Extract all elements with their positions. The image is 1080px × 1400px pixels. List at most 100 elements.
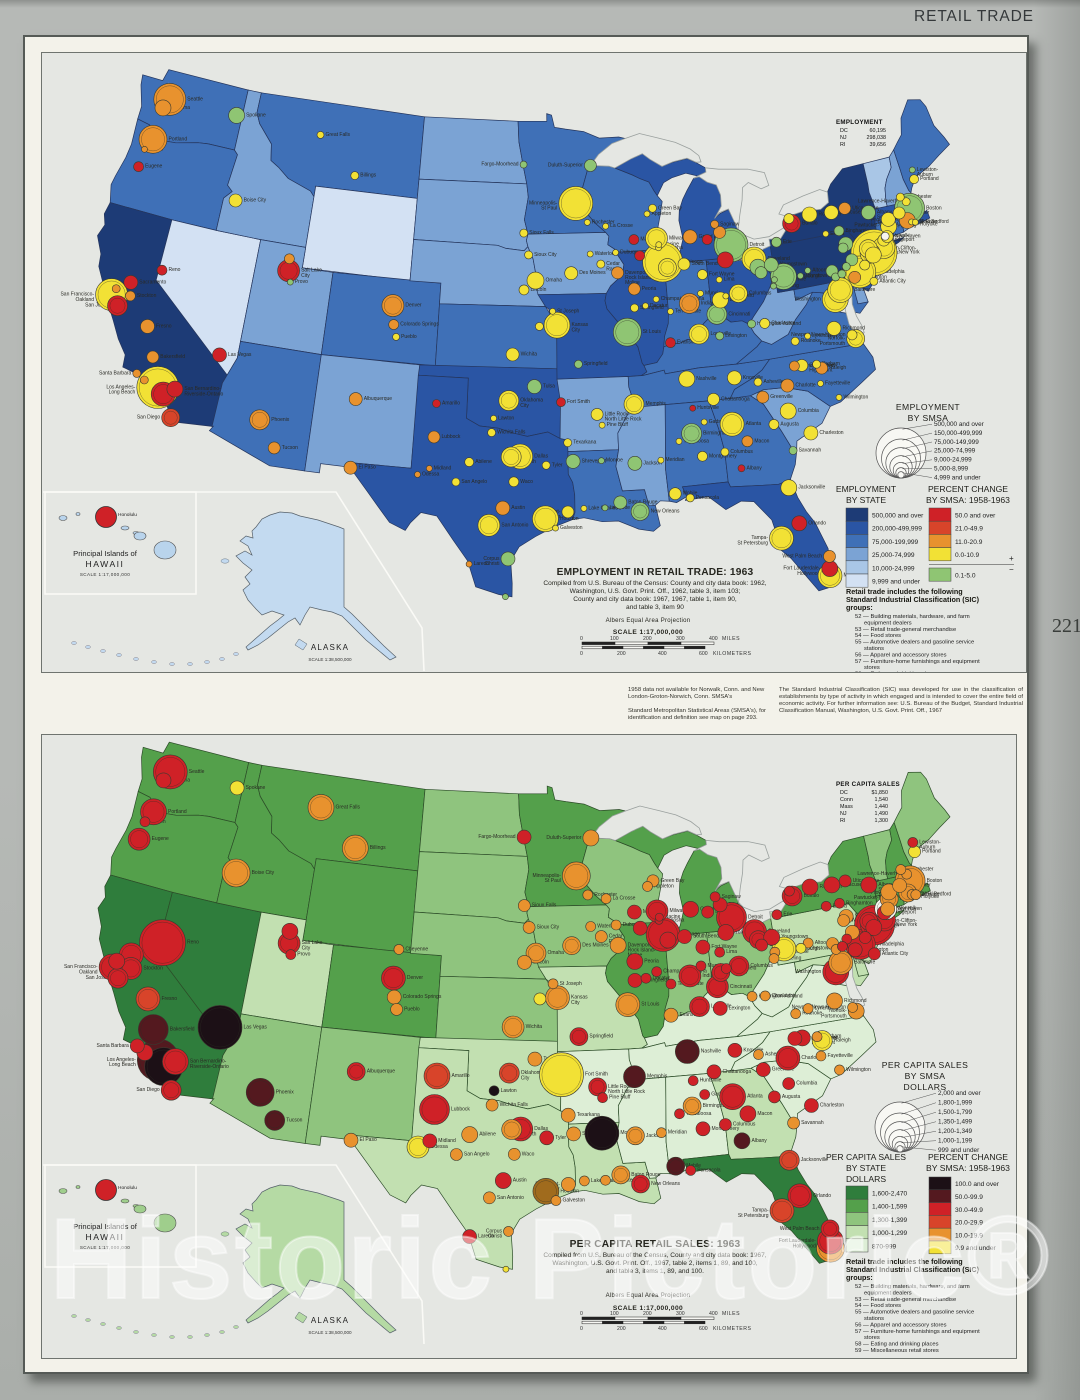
svg-text:100: 100 xyxy=(610,1311,619,1317)
svg-text:Fayetteville: Fayetteville xyxy=(825,381,851,387)
svg-text:Lawrence-Haverhill: Lawrence-Haverhill xyxy=(857,871,900,877)
svg-text:Milwaukee: Milwaukee xyxy=(670,908,694,914)
svg-text:1,000-1,199: 1,000-1,199 xyxy=(938,1138,973,1145)
svg-text:San Antonio: San Antonio xyxy=(497,1195,524,1201)
svg-text:Sioux City: Sioux City xyxy=(537,924,560,930)
svg-text:Albuquerque: Albuquerque xyxy=(364,396,393,402)
svg-text:Bakersfield: Bakersfield xyxy=(170,1027,195,1033)
svg-text:City: City xyxy=(571,1000,580,1006)
svg-text:Riverside-Ontario: Riverside-Ontario xyxy=(184,391,223,397)
svg-text:Galveston: Galveston xyxy=(563,1198,586,1204)
svg-text:Lima: Lima xyxy=(724,277,735,283)
svg-text:El Paso: El Paso xyxy=(359,465,376,471)
svg-text:ALASKA: ALASKA xyxy=(311,1316,349,1325)
svg-text:West Palm Beach: West Palm Beach xyxy=(782,553,822,559)
svg-text:City: City xyxy=(302,945,311,951)
svg-text:Orlando: Orlando xyxy=(808,520,826,526)
svg-text:−: − xyxy=(1009,565,1014,574)
svg-text:Lawrence-Haverhill: Lawrence-Haverhill xyxy=(858,199,901,205)
svg-text:Oakland: Oakland xyxy=(79,969,98,975)
svg-text:Cleveland: Cleveland xyxy=(768,929,790,935)
svg-text:Davenport-: Davenport- xyxy=(628,942,653,948)
svg-text:Amarillo: Amarillo xyxy=(452,1073,470,1079)
svg-text:400: 400 xyxy=(658,1326,667,1332)
svg-text:Cedar: Cedar xyxy=(606,261,620,267)
svg-text:Boise City: Boise City xyxy=(244,198,267,204)
svg-text:0: 0 xyxy=(580,651,583,657)
svg-text:Abilene: Abilene xyxy=(479,1132,496,1138)
svg-text:Billings: Billings xyxy=(370,845,386,851)
svg-text:57 — Furniture-home furnishing: 57 — Furniture-home furnishings and equi… xyxy=(855,1329,980,1335)
svg-text:San Jose: San Jose xyxy=(85,303,106,309)
svg-text:DOLLARS: DOLLARS xyxy=(846,1174,886,1184)
svg-text:Macon: Macon xyxy=(757,1111,772,1117)
svg-text:Washington: Washington xyxy=(795,969,821,975)
svg-text:Great Falls: Great Falls xyxy=(336,804,361,810)
svg-text:Saginaw: Saginaw xyxy=(722,894,742,900)
svg-text:Tampa-: Tampa- xyxy=(752,1208,769,1214)
svg-text:Lima: Lima xyxy=(726,949,737,955)
svg-text:Fall River: Fall River xyxy=(916,219,937,225)
svg-text:Spokane: Spokane xyxy=(246,112,266,118)
svg-text:Meridian: Meridian xyxy=(668,1130,687,1136)
svg-text:San Francisco-: San Francisco- xyxy=(64,964,98,970)
svg-text:Altoona: Altoona xyxy=(812,268,829,274)
svg-text:SCALE 1:17,000,000: SCALE 1:17,000,000 xyxy=(80,572,130,577)
svg-text:Lexington: Lexington xyxy=(725,333,747,339)
svg-text:Jackson: Jackson xyxy=(646,1133,665,1139)
svg-text:Monroe: Monroe xyxy=(606,458,623,464)
svg-text:Norwalk: Norwalk xyxy=(891,233,910,239)
svg-text:New Orleans: New Orleans xyxy=(651,1181,680,1187)
svg-text:Provo: Provo xyxy=(297,952,310,958)
svg-text:equipment dealers: equipment dealers xyxy=(864,1290,912,1296)
svg-text:Waco: Waco xyxy=(520,479,533,485)
svg-text:Sioux City: Sioux City xyxy=(534,252,557,258)
svg-text:PER CAPITA SALES: PER CAPITA SALES xyxy=(882,1060,968,1070)
svg-text:Wichita: Wichita xyxy=(521,352,538,358)
svg-text:Huntington-Ashland: Huntington-Ashland xyxy=(757,321,801,327)
svg-text:Macon: Macon xyxy=(754,438,769,444)
svg-text:Bridgeport: Bridgeport xyxy=(893,910,917,916)
svg-text:Buffalo: Buffalo xyxy=(802,221,818,227)
svg-text:Minneapolis-: Minneapolis- xyxy=(532,873,561,879)
svg-text:Amarillo: Amarillo xyxy=(442,401,460,407)
svg-text:BY SMSA: 1958-1963: BY SMSA: 1958-1963 xyxy=(926,1163,1010,1173)
svg-text:Laredo: Laredo xyxy=(474,561,490,567)
svg-text:Cedar: Cedar xyxy=(609,934,623,940)
svg-text:Atlanta: Atlanta xyxy=(747,1094,763,1100)
svg-text:Evansville: Evansville xyxy=(677,340,700,346)
svg-text:1,490: 1,490 xyxy=(875,811,889,817)
svg-text:PERCENT CHANGE: PERCENT CHANGE xyxy=(928,484,1008,494)
svg-text:Pensacola: Pensacola xyxy=(696,495,720,501)
svg-text:10.0-19.9: 10.0-19.9 xyxy=(955,1232,983,1239)
svg-text:Little Rock-: Little Rock- xyxy=(605,411,630,417)
svg-text:Pensacola: Pensacola xyxy=(697,1167,721,1173)
svg-text:Fort Lauderdale-: Fort Lauderdale- xyxy=(783,566,820,572)
svg-text:Waterloo: Waterloo xyxy=(595,251,615,257)
svg-text:Christi: Christi xyxy=(488,1234,502,1240)
svg-text:300: 300 xyxy=(676,1311,685,1317)
svg-text:SCALE 1:38,500,000: SCALE 1:38,500,000 xyxy=(308,1330,352,1335)
svg-text:Binghamton: Binghamton xyxy=(846,900,873,906)
svg-text:Orlando: Orlando xyxy=(813,1193,831,1199)
svg-text:EMPLOYMENT: EMPLOYMENT xyxy=(836,119,883,126)
svg-text:Conn: Conn xyxy=(840,797,853,803)
svg-text:75,000-199,999: 75,000-199,999 xyxy=(872,539,919,546)
svg-text:Colorado Springs: Colorado Springs xyxy=(400,322,439,328)
svg-text:Charleston: Charleston xyxy=(771,320,795,326)
svg-text:55 — Automotive dealers and ga: 55 — Automotive dealers and gasoline ser… xyxy=(855,1310,974,1316)
svg-text:Portland: Portland xyxy=(169,136,188,142)
svg-text:New York: New York xyxy=(899,250,921,256)
svg-text:Syracuse: Syracuse xyxy=(840,209,861,215)
svg-text:$1,850: $1,850 xyxy=(872,790,889,796)
svg-text:25,000-74,999: 25,000-74,999 xyxy=(934,448,976,455)
svg-text:Lubbock: Lubbock xyxy=(451,1107,470,1113)
svg-text:Syracuse: Syracuse xyxy=(841,882,862,888)
svg-text:BY SMSA: 1958-1963: BY SMSA: 1958-1963 xyxy=(926,495,1010,505)
svg-text:Evansville: Evansville xyxy=(680,1012,703,1018)
svg-text:Tuscaloosa: Tuscaloosa xyxy=(686,1111,712,1117)
svg-text:Des Moines: Des Moines xyxy=(582,943,609,949)
svg-text:Reno: Reno xyxy=(169,267,181,273)
svg-text:and table 3, item 90: and table 3, item 90 xyxy=(626,604,684,611)
svg-text:Santa Barbara: Santa Barbara xyxy=(97,1043,129,1049)
